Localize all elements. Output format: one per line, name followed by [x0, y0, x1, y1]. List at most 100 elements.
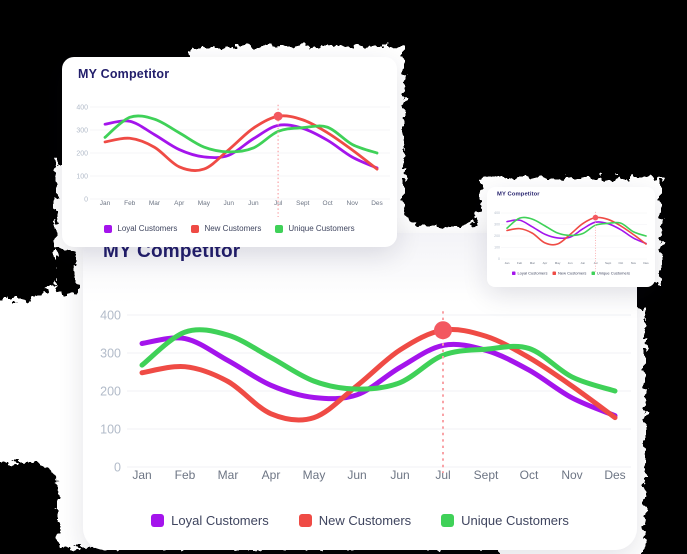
legend-label: Unique Customers: [461, 513, 569, 528]
x-tick-label: Des: [604, 468, 625, 482]
x-tick-label: May: [198, 200, 211, 207]
series-line-unique-customers: [103, 114, 379, 155]
x-tick-label: Jun: [568, 261, 573, 265]
legend-item-unique-customers[interactable]: Unique Customers: [275, 224, 355, 233]
shadow-blob-bottom-strip: [42, 547, 500, 554]
series-line-loyal-customers: [103, 119, 379, 170]
chart-legend-top: Loyal Customers New Customers Unique Custo…: [62, 224, 397, 233]
x-tick-label: Des: [643, 261, 649, 265]
series-line-unique-customers: [139, 327, 618, 394]
chart-legend-main: Loyal Customers New Customers Unique Custo…: [83, 513, 637, 528]
x-tick-label: Mar: [218, 468, 239, 482]
shadow-blob-right-lower: [645, 290, 687, 554]
y-tick-label: 400: [494, 211, 500, 215]
legend-label: Unique Customers: [288, 224, 355, 233]
y-tick-label: 400: [100, 308, 121, 322]
y-tick-label: 300: [76, 128, 88, 135]
legend-label: New Customers: [318, 513, 412, 528]
x-tick-label: Jun: [347, 468, 366, 482]
x-tick-label: Jan: [505, 261, 510, 265]
x-tick-label: Oct: [520, 468, 539, 482]
competitor-chart-mini[interactable]: 0 100 200 300 400 Jan Feb Mar Apr May Jun Jun Jul Sep…: [487, 202, 655, 280]
legend-label: Loyal Customers: [117, 224, 178, 233]
x-tick-label: Nov: [631, 261, 637, 265]
top-chart-card: MY Competitor 0 100 200 300 400 Jan Feb Mar Apr M…: [62, 57, 397, 247]
highlight-marker[interactable]: [273, 111, 283, 121]
legend-item-unique-customers[interactable]: Unique Customers: [441, 513, 569, 528]
y-tick-label: 200: [76, 151, 88, 158]
y-tick-label: 100: [76, 174, 88, 181]
shadow-blob-left-column: [0, 60, 56, 300]
legend-item-new-customers[interactable]: New Customers: [298, 513, 412, 528]
shadow-blob-top-band: [150, 0, 450, 46]
legend-swatch: [275, 224, 284, 233]
series-line-loyal-customers: [506, 219, 647, 245]
series-line-new-customers: [139, 327, 618, 423]
y-tick-label: 100: [494, 246, 500, 250]
legend-label: New Customers: [557, 271, 587, 276]
x-tick-label: May: [303, 468, 326, 482]
y-tick-label: 300: [100, 346, 121, 360]
series-line-new-customers: [103, 114, 379, 172]
legend-item-unique-customers[interactable]: Unique Customers: [591, 271, 630, 276]
mini-chart-card: MY Competitor 0 100 200 300 400 Jan Feb Mar Apr M…: [487, 187, 655, 287]
x-tick-label: Jul: [594, 261, 598, 265]
x-tick-label: Jan: [132, 468, 151, 482]
x-tick-label: Jul: [274, 200, 283, 207]
x-tick-label: Oct: [618, 261, 623, 265]
y-tick-label: 200: [494, 234, 500, 238]
shadow-blob-bottom-left: [0, 462, 58, 554]
x-tick-label: Jan: [100, 200, 111, 207]
y-tick-label: 300: [494, 223, 500, 227]
x-tick-label: Oct: [323, 200, 333, 207]
competitor-chart-main[interactable]: 0 100 200 300 400 Jan Feb Mar Apr May Jun Jun Jul Sep…: [83, 283, 637, 495]
x-tick-label: Jun: [390, 468, 409, 482]
competitor-chart-top[interactable]: 0 100 200 300 400 Jan Feb Mar Apr May Jun Jun Jul Sep…: [62, 91, 397, 223]
x-tick-label: Mar: [530, 261, 535, 265]
x-tick-label: Jun: [223, 200, 234, 207]
legend-item-new-customers[interactable]: New Customers: [191, 224, 261, 233]
x-tick-label: Sept: [296, 200, 310, 207]
series-line-unique-customers: [506, 216, 647, 237]
card-title: MY Competitor: [78, 67, 170, 81]
x-tick-label: Feb: [175, 468, 196, 482]
x-tick-label: Nov: [347, 200, 359, 207]
legend-label: Loyal Customers: [171, 513, 269, 528]
x-tick-label: Apr: [174, 200, 185, 207]
legend-label: New Customers: [204, 224, 262, 233]
legend-item-loyal-customers[interactable]: Loyal Customers: [151, 513, 269, 528]
x-tick-label: Feb: [517, 261, 523, 265]
y-tick-label: 200: [100, 384, 121, 398]
x-tick-label: Feb: [124, 200, 136, 207]
legend-swatch: [591, 271, 595, 275]
legend-swatch: [441, 514, 455, 527]
legend-item-loyal-customers[interactable]: Loyal Customers: [104, 224, 177, 233]
legend-label: Unique Customers: [596, 271, 631, 276]
x-tick-label: Des: [371, 200, 383, 207]
shadow-blob-left-notch: [56, 250, 76, 294]
x-tick-label: Sept: [474, 468, 499, 482]
legend-item-new-customers[interactable]: New Customers: [552, 271, 586, 276]
shadow-blob-mid-right: [404, 120, 480, 226]
x-tick-label: Nov: [561, 468, 582, 482]
card-title: MY Competitor: [497, 191, 540, 198]
x-tick-label: Apr: [262, 468, 281, 482]
legend-item-loyal-customers[interactable]: Loyal Customers: [511, 271, 548, 276]
legend-label: Loyal Customers: [517, 271, 548, 276]
highlight-marker[interactable]: [592, 214, 599, 221]
x-tick-label: Sept: [605, 261, 611, 265]
legend-swatch: [151, 514, 165, 527]
x-tick-label: Jun: [580, 261, 585, 265]
highlight-marker[interactable]: [434, 321, 452, 340]
legend-swatch: [191, 224, 200, 233]
legend-swatch: [552, 271, 556, 275]
x-tick-label: May: [555, 261, 561, 265]
legend-swatch: [104, 224, 113, 233]
chart-legend-mini: Loyal Customers New Customers Unique Custo…: [511, 271, 630, 276]
y-tick-label: 400: [76, 104, 88, 111]
legend-swatch: [298, 514, 312, 527]
legend-swatch: [511, 271, 516, 275]
x-tick-label: Jun: [248, 200, 259, 207]
y-tick-label: 0: [84, 197, 88, 204]
